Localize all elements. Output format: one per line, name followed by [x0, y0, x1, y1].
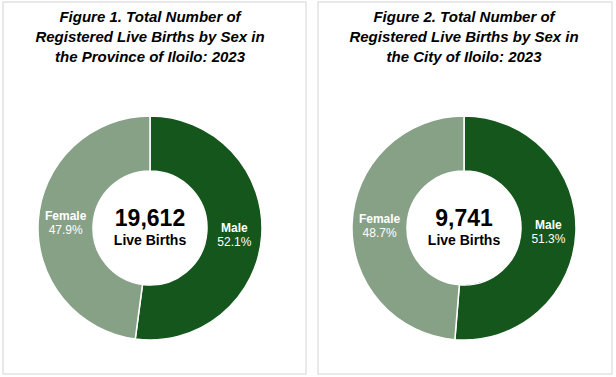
chart-title: Figure 2. Total Number ofRegistered Live… [349, 8, 578, 65]
slice-value-label: 52.1% [217, 235, 251, 249]
slice-category-label: Female [359, 212, 401, 226]
pie-panel: Figure 2. Total Number ofRegistered Live… [318, 2, 612, 374]
center-annotation: Live Births [114, 232, 187, 248]
data-labels: Male51.3% Female48.7% 9,741Live Births [359, 205, 566, 248]
slice-category-label: Male [535, 218, 562, 232]
slice-value-label: 48.7% [363, 226, 397, 240]
pie-panel: Figure 1. Total Number ofRegistered Live… [3, 2, 306, 374]
slice-category-label: Female [45, 209, 87, 223]
slices [352, 116, 576, 340]
slice-category-label: Male [221, 221, 248, 235]
chart-canvas: Figure 1. Total Number ofRegistered Live… [0, 0, 616, 377]
slice-value-label: 51.3% [531, 232, 565, 246]
chart-title: Figure 1. Total Number ofRegistered Live… [35, 8, 264, 65]
panel-frame [3, 2, 306, 374]
slice-value-label: 47.9% [49, 223, 83, 237]
data-labels: Male52.1% Female47.9% 19,612Live Births [45, 205, 252, 249]
center-total: 19,612 [115, 205, 185, 231]
panel-frame [318, 2, 612, 374]
center-total: 9,741 [435, 205, 493, 231]
slices [38, 116, 262, 340]
center-annotation: Live Births [428, 232, 501, 248]
